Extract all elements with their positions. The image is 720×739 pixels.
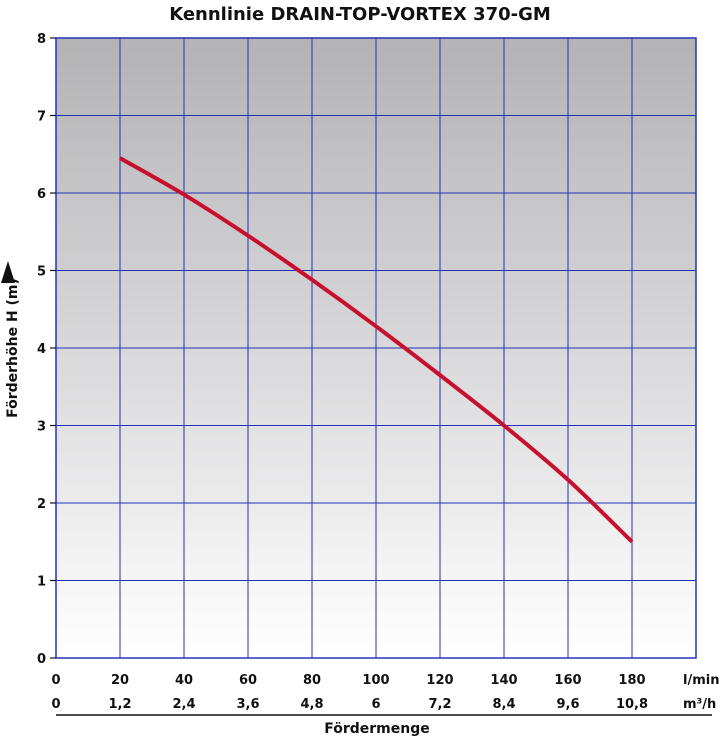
chart-title: Kennlinie DRAIN-TOP-VORTEX 370-GM xyxy=(169,4,551,25)
y-axis-title: Förderhöhe H (m) xyxy=(5,278,21,418)
x-tick-label: 180 xyxy=(618,673,645,688)
y-tick-label: 6 xyxy=(37,187,46,202)
x-tick-label-secondary: 10,8 xyxy=(616,697,648,712)
x-tick-label-secondary: 0 xyxy=(51,697,60,712)
x-tick-label: 40 xyxy=(175,673,193,688)
y-tick-label: 2 xyxy=(37,497,46,512)
x-tick-label-secondary: 8,4 xyxy=(492,697,515,712)
x-ticks: 0 0 20 1,2 40 2,4 60 3,6 80 4,8 100 6 120 7,2 140 8,4 16… xyxy=(51,673,648,712)
y-tick-label: 4 xyxy=(37,342,46,357)
x-tick-label: 0 xyxy=(51,673,60,688)
x-tick-label: 80 xyxy=(303,673,321,688)
x-tick-label: 100 xyxy=(362,673,389,688)
x-tick-label-secondary: 7,2 xyxy=(428,697,451,712)
series-group xyxy=(119,156,634,544)
x-axis-title: Fördermenge xyxy=(324,721,430,737)
x-tick-label: 140 xyxy=(490,673,517,688)
x-tick-label-secondary: 2,4 xyxy=(172,697,195,712)
x-tick-label-secondary: 1,2 xyxy=(108,697,131,712)
up-arrow-icon xyxy=(1,261,15,283)
y-axis-title-group: Förderhöhe H (m) xyxy=(1,261,21,418)
y-tick-label: 8 xyxy=(37,32,46,47)
y-ticks: 0 1 2 3 4 5 6 7 8 xyxy=(37,32,56,667)
x-tick-label-secondary: 4,8 xyxy=(300,697,323,712)
x-tick-label: 160 xyxy=(554,673,581,688)
x-tick-label-secondary: 9,6 xyxy=(556,697,579,712)
y-tick-label: 5 xyxy=(37,265,46,280)
x-unit-primary: l/min xyxy=(683,673,719,688)
x-tick-label-secondary: 3,6 xyxy=(236,697,259,712)
y-tick-label: 0 xyxy=(37,652,46,667)
y-tick-label: 7 xyxy=(37,110,46,125)
y-tick-label: 1 xyxy=(37,575,46,590)
series-line xyxy=(119,156,634,544)
x-tick-label: 120 xyxy=(426,673,453,688)
x-tick-label: 20 xyxy=(111,673,129,688)
x-tick-label: 60 xyxy=(239,673,257,688)
x-tick-label-secondary: 6 xyxy=(371,697,380,712)
grid xyxy=(55,37,697,659)
x-unit-secondary: m³/h xyxy=(683,697,716,712)
y-tick-label: 3 xyxy=(37,420,46,435)
